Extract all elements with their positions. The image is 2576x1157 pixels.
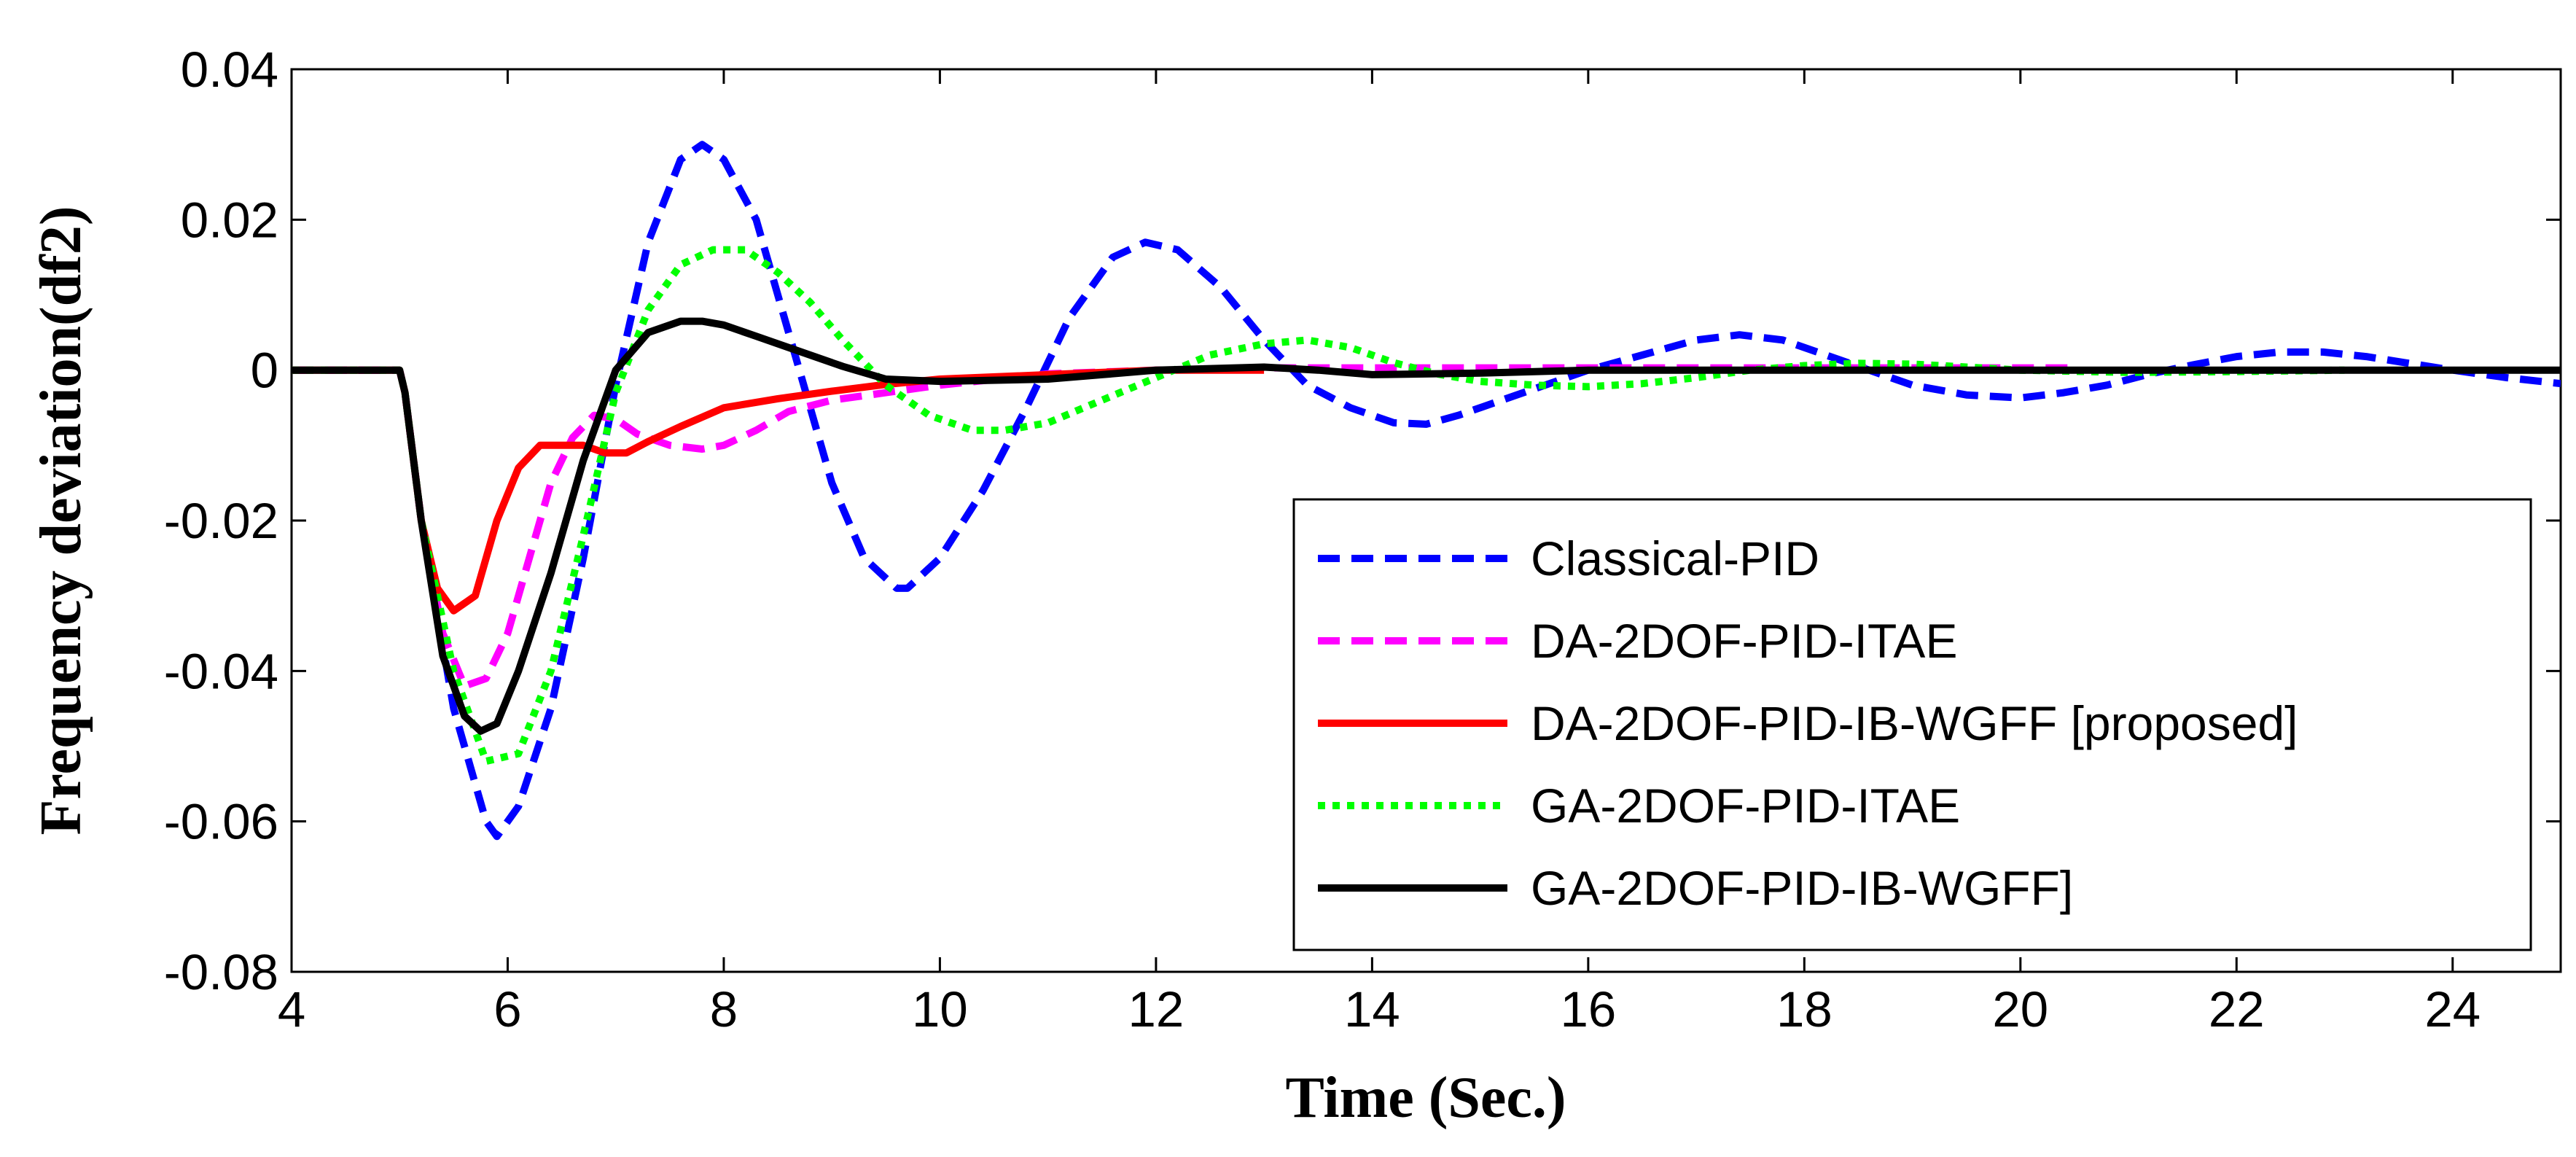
x-tick-label: 8: [710, 981, 738, 1037]
y-tick-label: -0.04: [164, 643, 278, 699]
series-line-3: [292, 366, 1265, 615]
axis-ticks: 4 6 8 10 12 14 16 18 20 22 24 0.04 0.02 0 -0.02 -0.04 -0…: [164, 42, 2561, 1037]
x-tick-label: 20: [1992, 981, 2048, 1037]
x-tick-label: 4: [278, 981, 305, 1037]
series-line-5: [292, 317, 2561, 735]
y-tick-label: 0.02: [181, 192, 278, 248]
legend-label-1: Classical-PID: [1531, 531, 1819, 585]
x-tick-label: 10: [912, 981, 968, 1037]
x-tick-label: 12: [1128, 981, 1184, 1037]
legend-label-3: DA-2DOF-PID-IB-WGFF [proposed]: [1531, 696, 2298, 750]
y-tick-label: 0: [251, 343, 278, 399]
y-tick-label: -0.06: [164, 794, 278, 850]
legend-label-4: GA-2DOF-PID-ITAE: [1531, 779, 1960, 833]
x-tick-label: 18: [1776, 981, 1833, 1037]
legend: Classical-PID DA-2DOF-PID-ITAE DA-2DOF-PID…: [1292, 498, 2532, 951]
legend-label-5: GA-2DOF-PID-IB-WGFF]: [1531, 861, 2073, 915]
y-tick-label: 0.04: [181, 42, 278, 98]
y-axis-label: Frequency deviation(df2): [29, 206, 93, 835]
legend-label-2: DA-2DOF-PID-ITAE: [1531, 614, 1957, 668]
y-tick-label: -0.08: [164, 944, 278, 1000]
x-tick-label: 24: [2424, 981, 2481, 1037]
x-axis-label: Time (Sec.): [1285, 1066, 1566, 1130]
x-tick-label: 16: [1560, 981, 1616, 1037]
x-tick-label: 22: [2209, 981, 2265, 1037]
y-tick-label: -0.02: [164, 493, 278, 549]
series-lines: [292, 141, 2561, 841]
x-tick-label: 14: [1344, 981, 1400, 1037]
x-tick-label: 6: [493, 981, 521, 1037]
